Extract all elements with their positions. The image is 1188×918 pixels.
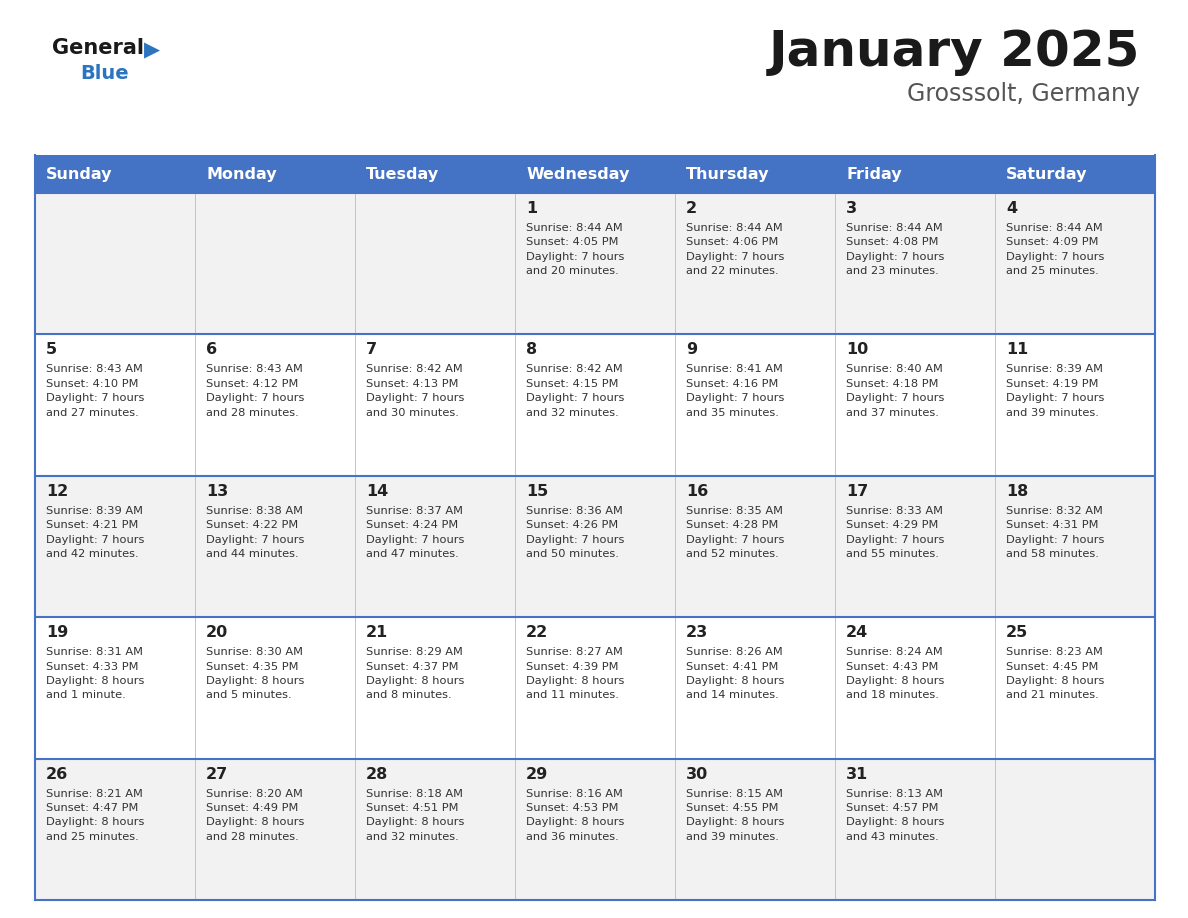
Text: 4: 4	[1006, 201, 1017, 216]
Text: Sunrise: 8:15 AM
Sunset: 4:55 PM
Daylight: 8 hours
and 39 minutes.: Sunrise: 8:15 AM Sunset: 4:55 PM Dayligh…	[687, 789, 784, 842]
Text: 7: 7	[366, 342, 378, 357]
Bar	[675, 155, 835, 193]
Bar	[34, 193, 1155, 334]
Text: Sunrise: 8:38 AM
Sunset: 4:22 PM
Daylight: 7 hours
and 44 minutes.: Sunrise: 8:38 AM Sunset: 4:22 PM Dayligh…	[207, 506, 304, 559]
Text: 22: 22	[526, 625, 549, 640]
Text: 23: 23	[687, 625, 708, 640]
Text: Sunrise: 8:44 AM
Sunset: 4:09 PM
Daylight: 7 hours
and 25 minutes.: Sunrise: 8:44 AM Sunset: 4:09 PM Dayligh…	[1006, 223, 1105, 276]
Text: Sunrise: 8:41 AM
Sunset: 4:16 PM
Daylight: 7 hours
and 35 minutes.: Sunrise: 8:41 AM Sunset: 4:16 PM Dayligh…	[687, 364, 784, 418]
Bar	[195, 155, 355, 193]
Text: Monday: Monday	[207, 166, 277, 182]
Text: Sunrise: 8:39 AM
Sunset: 4:19 PM
Daylight: 7 hours
and 39 minutes.: Sunrise: 8:39 AM Sunset: 4:19 PM Dayligh…	[1006, 364, 1105, 418]
Text: Sunday: Sunday	[46, 166, 113, 182]
Text: 28: 28	[366, 767, 388, 781]
Bar	[34, 617, 1155, 758]
Text: Sunrise: 8:42 AM
Sunset: 4:15 PM
Daylight: 7 hours
and 32 minutes.: Sunrise: 8:42 AM Sunset: 4:15 PM Dayligh…	[526, 364, 625, 418]
Text: Saturday: Saturday	[1006, 166, 1088, 182]
Text: Grosssolt, Germany: Grosssolt, Germany	[906, 82, 1140, 106]
Bar	[34, 476, 1155, 617]
Text: Sunrise: 8:24 AM
Sunset: 4:43 PM
Daylight: 8 hours
and 18 minutes.: Sunrise: 8:24 AM Sunset: 4:43 PM Dayligh…	[846, 647, 944, 700]
Text: Sunrise: 8:44 AM
Sunset: 4:08 PM
Daylight: 7 hours
and 23 minutes.: Sunrise: 8:44 AM Sunset: 4:08 PM Dayligh…	[846, 223, 944, 276]
Text: 19: 19	[46, 625, 69, 640]
Text: Sunrise: 8:40 AM
Sunset: 4:18 PM
Daylight: 7 hours
and 37 minutes.: Sunrise: 8:40 AM Sunset: 4:18 PM Dayligh…	[846, 364, 944, 418]
Text: 26: 26	[46, 767, 69, 781]
Text: 11: 11	[1006, 342, 1029, 357]
Text: Sunrise: 8:44 AM
Sunset: 4:06 PM
Daylight: 7 hours
and 22 minutes.: Sunrise: 8:44 AM Sunset: 4:06 PM Dayligh…	[687, 223, 784, 276]
Text: Sunrise: 8:43 AM
Sunset: 4:12 PM
Daylight: 7 hours
and 28 minutes.: Sunrise: 8:43 AM Sunset: 4:12 PM Dayligh…	[207, 364, 304, 418]
Text: 9: 9	[687, 342, 697, 357]
Bar	[34, 334, 1155, 476]
Text: Sunrise: 8:32 AM
Sunset: 4:31 PM
Daylight: 7 hours
and 58 minutes.: Sunrise: 8:32 AM Sunset: 4:31 PM Dayligh…	[1006, 506, 1105, 559]
Bar	[34, 155, 195, 193]
Text: 6: 6	[207, 342, 217, 357]
Text: 30: 30	[687, 767, 708, 781]
Text: Sunrise: 8:13 AM
Sunset: 4:57 PM
Daylight: 8 hours
and 43 minutes.: Sunrise: 8:13 AM Sunset: 4:57 PM Dayligh…	[846, 789, 944, 842]
Text: 31: 31	[846, 767, 868, 781]
Text: 3: 3	[846, 201, 858, 216]
Text: Sunrise: 8:29 AM
Sunset: 4:37 PM
Daylight: 8 hours
and 8 minutes.: Sunrise: 8:29 AM Sunset: 4:37 PM Dayligh…	[366, 647, 465, 700]
Text: Sunrise: 8:23 AM
Sunset: 4:45 PM
Daylight: 8 hours
and 21 minutes.: Sunrise: 8:23 AM Sunset: 4:45 PM Dayligh…	[1006, 647, 1105, 700]
Text: 15: 15	[526, 484, 549, 498]
Text: Sunrise: 8:27 AM
Sunset: 4:39 PM
Daylight: 8 hours
and 11 minutes.: Sunrise: 8:27 AM Sunset: 4:39 PM Dayligh…	[526, 647, 625, 700]
Text: 10: 10	[846, 342, 868, 357]
Bar	[34, 758, 1155, 900]
Text: Sunrise: 8:42 AM
Sunset: 4:13 PM
Daylight: 7 hours
and 30 minutes.: Sunrise: 8:42 AM Sunset: 4:13 PM Dayligh…	[366, 364, 465, 418]
Text: 8: 8	[526, 342, 537, 357]
Bar	[996, 155, 1155, 193]
Text: Sunrise: 8:21 AM
Sunset: 4:47 PM
Daylight: 8 hours
and 25 minutes.: Sunrise: 8:21 AM Sunset: 4:47 PM Dayligh…	[46, 789, 145, 842]
Text: Sunrise: 8:35 AM
Sunset: 4:28 PM
Daylight: 7 hours
and 52 minutes.: Sunrise: 8:35 AM Sunset: 4:28 PM Dayligh…	[687, 506, 784, 559]
Text: Sunrise: 8:18 AM
Sunset: 4:51 PM
Daylight: 8 hours
and 32 minutes.: Sunrise: 8:18 AM Sunset: 4:51 PM Dayligh…	[366, 789, 465, 842]
Text: Sunrise: 8:16 AM
Sunset: 4:53 PM
Daylight: 8 hours
and 36 minutes.: Sunrise: 8:16 AM Sunset: 4:53 PM Dayligh…	[526, 789, 625, 842]
Text: 18: 18	[1006, 484, 1029, 498]
Text: 25: 25	[1006, 625, 1029, 640]
Text: 16: 16	[687, 484, 708, 498]
Text: 17: 17	[846, 484, 868, 498]
Text: 1: 1	[526, 201, 537, 216]
Text: Sunrise: 8:30 AM
Sunset: 4:35 PM
Daylight: 8 hours
and 5 minutes.: Sunrise: 8:30 AM Sunset: 4:35 PM Dayligh…	[207, 647, 304, 700]
Text: Blue: Blue	[80, 64, 128, 83]
Text: Tuesday: Tuesday	[366, 166, 440, 182]
Text: 13: 13	[207, 484, 228, 498]
Text: Wednesday: Wednesday	[526, 166, 630, 182]
Text: Sunrise: 8:39 AM
Sunset: 4:21 PM
Daylight: 7 hours
and 42 minutes.: Sunrise: 8:39 AM Sunset: 4:21 PM Dayligh…	[46, 506, 145, 559]
Bar	[835, 155, 996, 193]
Text: Sunrise: 8:33 AM
Sunset: 4:29 PM
Daylight: 7 hours
and 55 minutes.: Sunrise: 8:33 AM Sunset: 4:29 PM Dayligh…	[846, 506, 944, 559]
Text: General: General	[52, 38, 144, 58]
Text: Sunrise: 8:31 AM
Sunset: 4:33 PM
Daylight: 8 hours
and 1 minute.: Sunrise: 8:31 AM Sunset: 4:33 PM Dayligh…	[46, 647, 145, 700]
Text: 29: 29	[526, 767, 549, 781]
Bar	[355, 155, 516, 193]
Text: Sunrise: 8:20 AM
Sunset: 4:49 PM
Daylight: 8 hours
and 28 minutes.: Sunrise: 8:20 AM Sunset: 4:49 PM Dayligh…	[207, 789, 304, 842]
Text: 24: 24	[846, 625, 868, 640]
Text: Sunrise: 8:26 AM
Sunset: 4:41 PM
Daylight: 8 hours
and 14 minutes.: Sunrise: 8:26 AM Sunset: 4:41 PM Dayligh…	[687, 647, 784, 700]
Text: 27: 27	[207, 767, 228, 781]
Text: Thursday: Thursday	[687, 166, 770, 182]
Text: Friday: Friday	[846, 166, 902, 182]
Text: 21: 21	[366, 625, 388, 640]
Text: ▶: ▶	[144, 40, 160, 60]
Text: 5: 5	[46, 342, 57, 357]
Text: 20: 20	[207, 625, 228, 640]
Text: 2: 2	[687, 201, 697, 216]
Text: 14: 14	[366, 484, 388, 498]
Text: Sunrise: 8:37 AM
Sunset: 4:24 PM
Daylight: 7 hours
and 47 minutes.: Sunrise: 8:37 AM Sunset: 4:24 PM Dayligh…	[366, 506, 465, 559]
Text: Sunrise: 8:36 AM
Sunset: 4:26 PM
Daylight: 7 hours
and 50 minutes.: Sunrise: 8:36 AM Sunset: 4:26 PM Dayligh…	[526, 506, 625, 559]
Text: Sunrise: 8:44 AM
Sunset: 4:05 PM
Daylight: 7 hours
and 20 minutes.: Sunrise: 8:44 AM Sunset: 4:05 PM Dayligh…	[526, 223, 625, 276]
Text: 12: 12	[46, 484, 69, 498]
Text: January 2025: January 2025	[769, 28, 1140, 76]
Text: Sunrise: 8:43 AM
Sunset: 4:10 PM
Daylight: 7 hours
and 27 minutes.: Sunrise: 8:43 AM Sunset: 4:10 PM Dayligh…	[46, 364, 145, 418]
Bar	[516, 155, 675, 193]
